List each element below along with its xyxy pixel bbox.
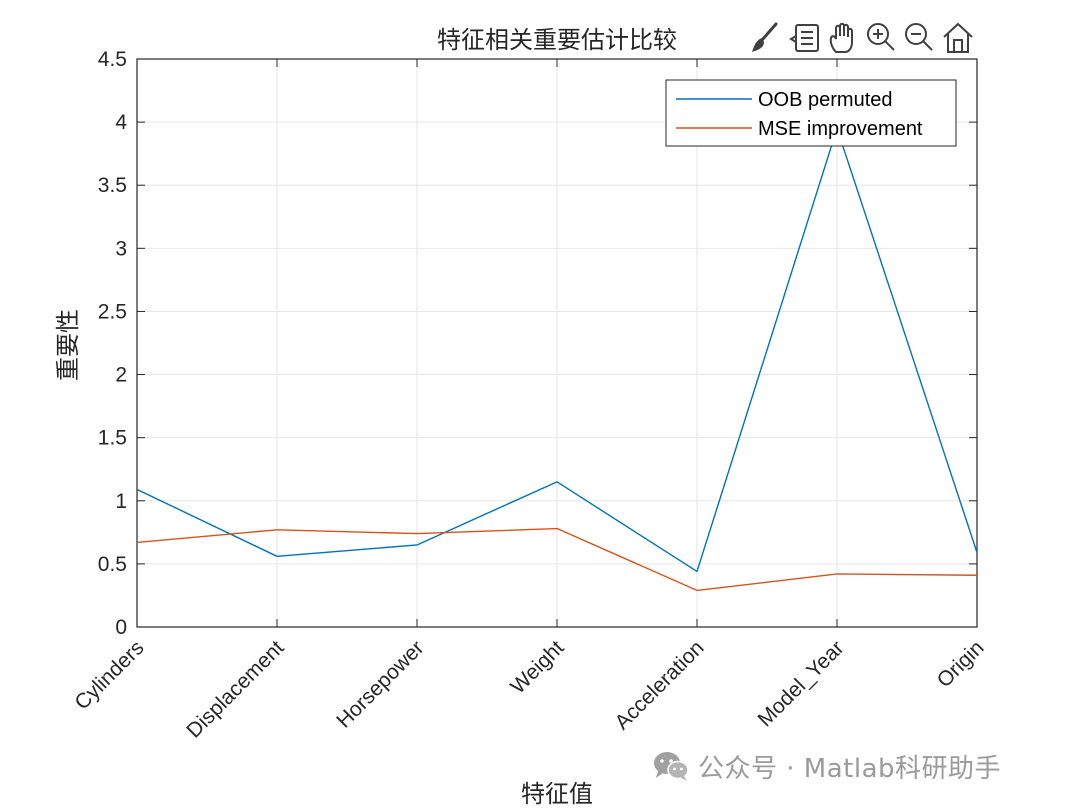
y-tick-label: 1.5	[98, 427, 127, 450]
zoom-out-icon[interactable]	[905, 23, 933, 51]
series-line-2	[137, 527, 977, 592]
wechat-icon	[654, 752, 689, 781]
watermark-text: 公众号 · Matlab科研助手	[698, 753, 1002, 784]
legend-label-mse-improvement: MSE improvement	[758, 118, 923, 140]
y-tick-label: 2.5	[98, 300, 127, 323]
x-tick-label: Cylinders	[70, 636, 148, 714]
axes-toolbar[interactable]	[752, 22, 973, 53]
y-tick-label: 0.5	[98, 553, 127, 576]
x-axis-ticks: Cylinders Displacement Horsepower Weight Acc…	[70, 59, 989, 743]
zoom-in-icon[interactable]	[867, 23, 895, 51]
y-tick-label: 4.5	[98, 48, 127, 71]
y-axis-title: 重要性	[54, 309, 82, 381]
legend[interactable]: OOB permuted MSE improvement	[665, 79, 957, 147]
y-tick-label: 4	[115, 111, 127, 134]
watermark: 公众号 · Matlab科研助手	[652, 746, 1001, 786]
y-tick-label: 1	[115, 490, 127, 513]
brush-icon[interactable]	[752, 22, 778, 52]
x-axis-title: 特征值	[521, 780, 593, 808]
chart-title: 特征相关重要估计比较	[437, 26, 677, 54]
y-tick-label: 3	[115, 237, 127, 260]
x-tick-label: Origin	[933, 636, 989, 692]
y-tick-label: 3.5	[98, 174, 127, 197]
x-tick-label: Weight	[506, 636, 568, 698]
legend-box	[665, 79, 957, 147]
x-tick-label: Horsepower	[332, 636, 428, 732]
pan-icon[interactable]	[829, 22, 853, 53]
y-tick-label: 2	[115, 364, 127, 387]
data-tips-icon[interactable]	[789, 24, 819, 52]
y-axis-ticks: 0 0.5 1 1.5 2 2.5 3 3.5 4 4.5	[98, 48, 977, 639]
y-tick-label: 0	[115, 616, 127, 639]
legend-label-oob-permuted: OOB permuted	[758, 89, 893, 111]
x-tick-label: Displacement	[182, 636, 288, 742]
x-tick-label: Model_Year	[754, 636, 849, 731]
x-tick-label: Acceleration	[611, 636, 709, 734]
home-icon[interactable]	[943, 22, 973, 53]
